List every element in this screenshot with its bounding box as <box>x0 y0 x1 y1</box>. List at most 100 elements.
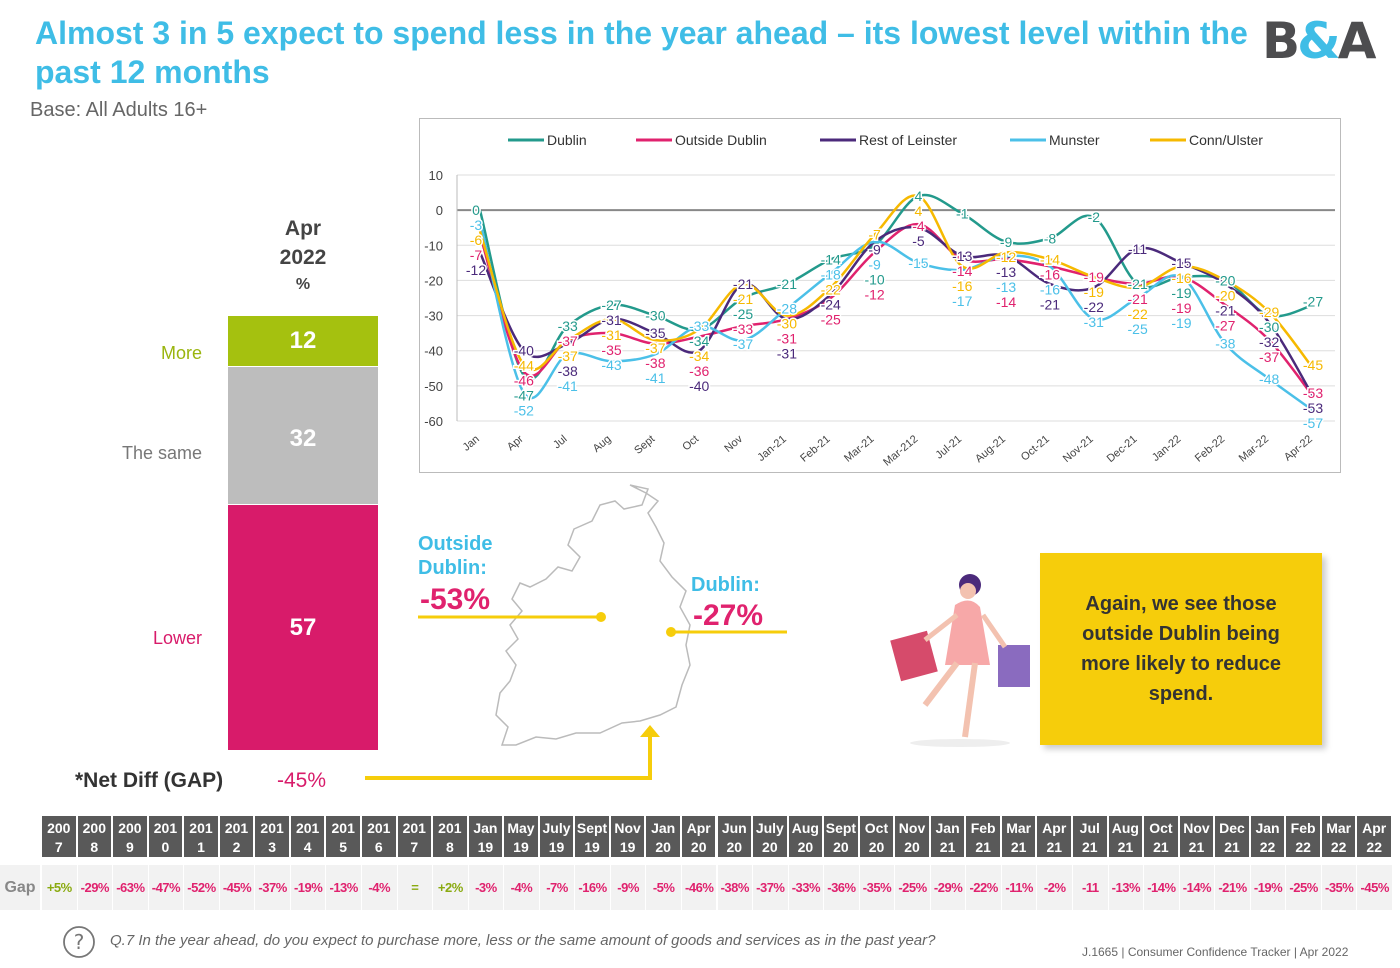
gap-table-cell: -21% <box>1214 865 1250 910</box>
gap-table-header: Mar 22 <box>1320 815 1357 858</box>
data-label: -8 <box>1044 230 1057 246</box>
y-tick-label: -30 <box>424 309 443 324</box>
header-line: 22 <box>1330 839 1347 855</box>
gap-table-header: 200 7 <box>41 815 77 858</box>
data-label: -27 <box>1215 317 1235 333</box>
header-line: 19 <box>619 839 636 855</box>
gap-table-header: Apr 21 <box>1036 815 1073 858</box>
data-label: -38 <box>645 355 665 371</box>
gap-table-cell: -37% <box>752 865 788 910</box>
header-line: Mar <box>1326 820 1352 836</box>
header-line: 3 <box>268 839 276 855</box>
header-line: Jun <box>721 820 747 836</box>
gap-table-header: May 19 <box>503 815 539 858</box>
x-tick-label: Sept <box>632 433 657 457</box>
gap-table-cell: -14% <box>1143 865 1179 910</box>
segment-value: 12 <box>289 327 317 354</box>
data-label: -34 <box>689 348 709 364</box>
header-line: 20 <box>833 839 849 855</box>
data-label: -31 <box>777 331 797 347</box>
header-line: Jan <box>935 820 960 836</box>
data-label: -19 <box>1171 300 1191 316</box>
data-label: -35 <box>645 325 665 341</box>
header-line: Aug <box>1111 820 1139 836</box>
x-tick-label: Jan-22 <box>1150 433 1183 464</box>
header-line: 19 <box>477 839 494 855</box>
header-line: 21 <box>1082 839 1098 855</box>
header-line: 21 <box>1224 839 1240 855</box>
gap-table-cell: -16% <box>574 865 610 910</box>
dublin-value: -27% <box>693 599 764 632</box>
gap-table-header: 201 4 <box>289 815 326 858</box>
header-line: Jan <box>1255 820 1280 836</box>
data-label: -14 <box>996 294 1016 310</box>
gap-table-header: 201 6 <box>360 815 397 858</box>
data-label: -9 <box>1000 234 1013 250</box>
header-line: 200 <box>47 820 71 836</box>
data-label: -34 <box>689 333 709 349</box>
header-line: Dec <box>1219 820 1245 836</box>
data-label: -22 <box>821 281 841 297</box>
data-label: -41 <box>558 378 578 394</box>
ireland-map <box>365 484 787 780</box>
data-label: -13 <box>952 248 972 264</box>
x-tick-label: Apr <box>505 433 526 453</box>
data-label: -53 <box>1303 400 1323 416</box>
x-tick-label: Jul-21 <box>934 433 965 461</box>
label-lower: Lower <box>152 628 202 648</box>
header-line: 19 <box>548 839 565 855</box>
gap-table-header: Feb 22 <box>1285 815 1321 858</box>
data-label: -2 <box>1088 209 1101 225</box>
data-label: -29 <box>1259 304 1279 320</box>
gap-table-header: 201 1 <box>183 815 219 858</box>
data-label: 0 <box>472 202 480 218</box>
gap-table-cell: -13% <box>1107 865 1144 910</box>
header-line: 201 <box>438 820 462 836</box>
gap-table-header: Apr 20 <box>680 815 717 858</box>
gap-table-cell: -3% <box>467 865 504 910</box>
data-label: -13 <box>996 279 1016 295</box>
x-tick-label: Nov <box>722 433 745 455</box>
callout-box: Again, we see those outside Dublin being… <box>1040 553 1322 745</box>
data-label: -44 <box>514 358 534 374</box>
gap-table-header: 201 8 <box>432 815 468 858</box>
shopper-illustration <box>890 574 1030 747</box>
header-line: 19 <box>584 839 600 855</box>
data-label: -40 <box>514 343 534 359</box>
data-label: -21 <box>777 276 797 292</box>
header-line: Jul <box>1079 820 1100 836</box>
header-line: 21 <box>1046 839 1063 855</box>
data-label: -27 <box>601 297 621 313</box>
data-label: -18 <box>821 266 841 282</box>
data-label: -33 <box>689 318 709 334</box>
header-line: 1 <box>197 839 205 855</box>
header-line: 20 <box>904 839 920 855</box>
data-label: -57 <box>1303 415 1323 431</box>
header-line: 9 <box>125 839 134 855</box>
gap-table-header: Jan 21 <box>929 815 966 858</box>
line-chart-frame <box>419 118 1341 473</box>
data-label: -19 <box>1084 269 1104 285</box>
x-tick-label: Jul <box>551 433 569 451</box>
gap-table-cell: -45% <box>1356 865 1392 910</box>
data-label: -40 <box>689 378 709 394</box>
header-line: 8 <box>90 839 99 855</box>
question-icon: ? <box>63 926 95 958</box>
header-line: 19 <box>513 839 529 855</box>
legend-label: Conn/Ulster <box>1189 132 1263 148</box>
gap-table-header: Oct 20 <box>858 815 895 858</box>
header-line: 201 <box>260 820 284 836</box>
gap-table-header: 200 9 <box>112 815 148 858</box>
data-label: -10 <box>864 272 884 288</box>
header-line: 201 <box>331 820 355 836</box>
header-line: 201 <box>367 820 391 836</box>
header-line: 20 <box>797 839 814 855</box>
legend-label: Munster <box>1049 132 1100 148</box>
header-line: 8 <box>445 839 454 855</box>
gap-table-header: Aug 20 <box>787 815 824 858</box>
header-line: 7 <box>410 839 419 855</box>
data-label: -37 <box>558 348 578 364</box>
gap-table-header: Jan 22 <box>1249 815 1286 858</box>
question-text: Q.7 In the year ahead, do you expect to … <box>110 932 936 949</box>
gap-table-header: Feb 21 <box>965 815 1001 858</box>
